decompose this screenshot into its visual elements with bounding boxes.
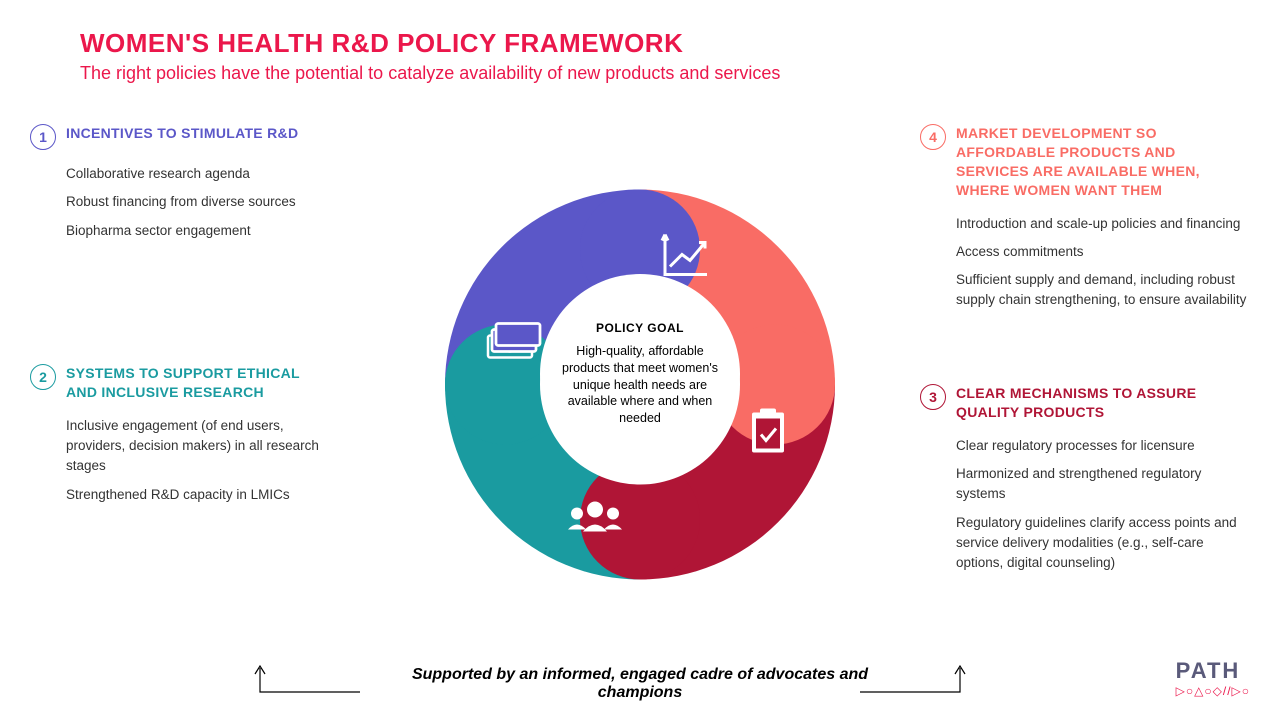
section-3: 3 CLEAR MECHANISMS TO ASSURE QUALITY PRO…: [920, 384, 1250, 581]
section-2-title: SYSTEMS TO SUPPORT ETHICAL AND INCLUSIVE…: [66, 364, 330, 402]
section-1-items: Collaborative research agenda Robust fin…: [66, 164, 330, 241]
badge-2: 2: [30, 364, 56, 390]
section-1-title: INCENTIVES TO STIMULATE R&D: [66, 124, 298, 143]
section-3-items: Clear regulatory processes for licensure…: [956, 436, 1250, 574]
section-2: 2 SYSTEMS TO SUPPORT ETHICAL AND INCLUSI…: [30, 364, 330, 513]
section-3-title: CLEAR MECHANISMS TO ASSURE QUALITY PRODU…: [956, 384, 1250, 422]
clipboard-icon: [752, 409, 784, 453]
section-4-items: Introduction and scale-up policies and f…: [956, 214, 1250, 311]
footer-text: Supported by an informed, engaged cadre …: [390, 666, 890, 702]
center-label: POLICY GOAL: [596, 321, 684, 335]
section-1: 1 INCENTIVES TO STIMULATE R&D Collaborat…: [30, 124, 330, 249]
badge-3: 3: [920, 384, 946, 410]
logo-main: PATH: [1176, 658, 1250, 684]
badge-1: 1: [30, 124, 56, 150]
logo-sub: ▷○△○◇//▷○: [1176, 684, 1250, 698]
section-4-title: MARKET DEVELOPMENT SO AFFORDABLE PRODUCT…: [956, 124, 1250, 200]
path-logo: PATH ▷○△○◇//▷○: [1176, 658, 1250, 698]
section-4: 4 MARKET DEVELOPMENT SO AFFORDABLE PRODU…: [920, 124, 1250, 319]
footer-arrow-left: [250, 660, 370, 700]
section-2-items: Inclusive engagement (of end users, prov…: [66, 416, 330, 505]
page-title: WOMEN'S HEALTH R&D POLICY FRAMEWORK: [80, 28, 1280, 59]
page-subtitle: The right policies have the potential to…: [80, 63, 1280, 84]
policy-goal-center: POLICY GOAL High-quality, affordable pro…: [540, 274, 740, 474]
diagram-area: POLICY GOAL High-quality, affordable pro…: [0, 84, 1280, 644]
badge-4: 4: [920, 124, 946, 150]
money-icon: [488, 324, 540, 358]
center-body: High-quality, affordable products that m…: [560, 343, 720, 427]
